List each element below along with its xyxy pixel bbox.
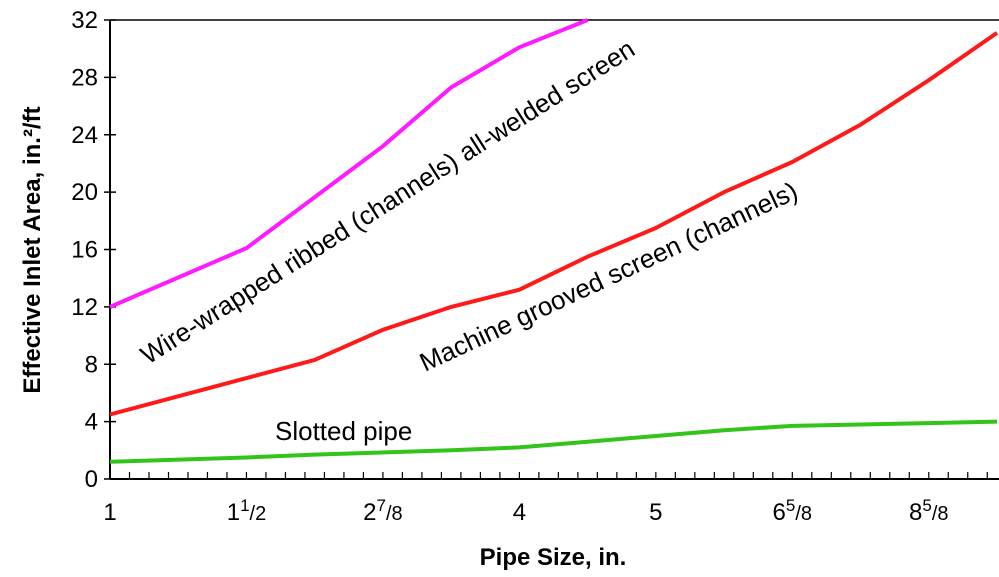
y-tick-label: 32 <box>71 7 98 34</box>
series-group <box>109 18 999 464</box>
series-line-2 <box>109 419 998 464</box>
y-tick-label: 24 <box>71 122 98 149</box>
y-tick-label: 4 <box>85 409 98 436</box>
label-wire-wrapped: Wire-wrapped ribbed (channels) all-welde… <box>135 33 640 370</box>
label-machine-grooved: Machine grooved screen (channels) <box>415 176 802 378</box>
y-tick-label: 12 <box>71 294 98 321</box>
y-tick-label: 8 <box>85 351 98 378</box>
x-axis-label: Pipe Size, in. <box>480 544 627 571</box>
y-axis-label: Effective Inlet Area, in.²/ft <box>19 106 46 393</box>
series-line-1 <box>109 31 999 417</box>
axes: 0 4 8 12 16 20 24 28 32 1 11/2 27/8 4 5 65/8 85/8 <box>71 7 999 526</box>
y-tick-label: 20 <box>71 179 98 206</box>
x-tick-label: 27/8 <box>363 496 403 526</box>
series-line-0 <box>109 18 589 309</box>
y-tick-label: 16 <box>71 237 98 264</box>
x-tick-label: 65/8 <box>773 496 813 526</box>
x-tick-label: 11/2 <box>227 496 267 526</box>
x-tick-label: 5 <box>649 499 662 526</box>
x-tick-label: 85/8 <box>909 496 949 526</box>
y-tick-label: 0 <box>85 466 98 493</box>
x-tick-label: 4 <box>513 499 526 526</box>
label-slotted-pipe: Slotted pipe <box>275 416 412 446</box>
x-tick-label: 1 <box>103 499 116 526</box>
y-tick-label: 28 <box>71 64 98 91</box>
